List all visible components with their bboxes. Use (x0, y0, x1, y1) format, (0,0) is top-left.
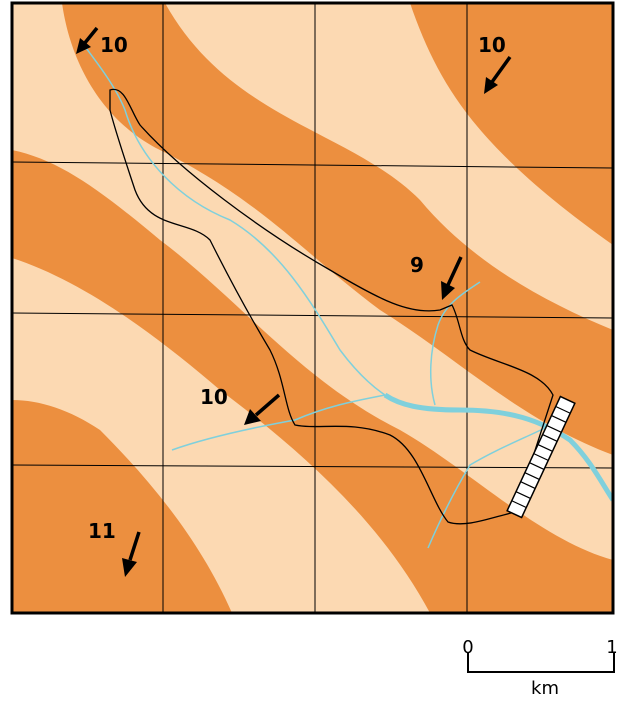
scale-gauge (506, 395, 576, 519)
catchment-boundary (109, 88, 554, 525)
map-area: 10 10 9 10 11 (12, 3, 613, 613)
dip-label: 10 (200, 385, 228, 409)
dip-label: 9 (410, 253, 424, 277)
scale-start: 0 (462, 637, 473, 658)
rivers (79, 39, 613, 549)
map-frame (10, 1, 615, 615)
dip-label: 10 (478, 33, 506, 57)
scale-bar: 0 1 km (462, 637, 617, 699)
light-unit (12, 3, 613, 560)
scale-line (467, 652, 615, 673)
dip-arrows (76, 26, 512, 577)
grid (12, 3, 613, 613)
dip-label: 10 (100, 33, 128, 57)
dip-label: 11 (88, 519, 116, 543)
scale-end: 1 (606, 637, 617, 658)
scale-unit: km (531, 678, 559, 699)
light-unit (165, 3, 613, 330)
